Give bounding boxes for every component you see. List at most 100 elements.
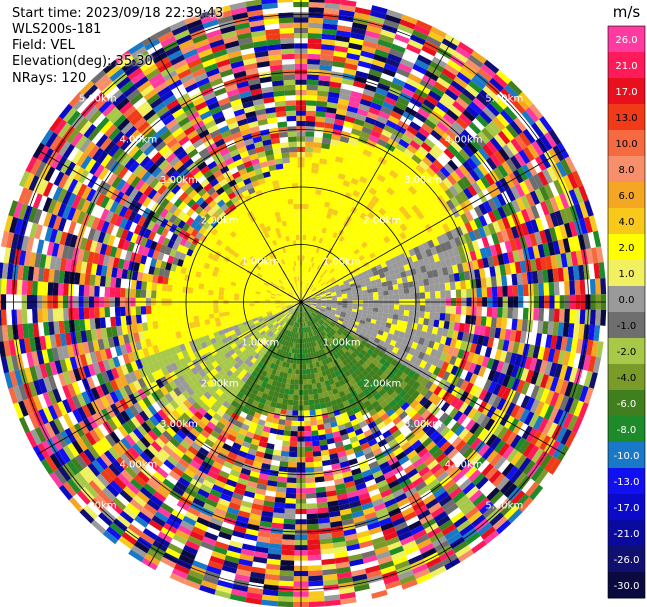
velocity-gate <box>504 263 512 275</box>
velocity-gate <box>417 146 429 157</box>
velocity-gate <box>442 250 450 260</box>
velocity-gate <box>292 405 299 411</box>
velocity-gate <box>401 87 415 98</box>
velocity-gate <box>342 244 349 251</box>
velocity-gate <box>321 38 336 46</box>
velocity-gate <box>372 291 379 297</box>
velocity-gate <box>481 127 494 141</box>
velocity-gate <box>428 318 435 327</box>
velocity-gate <box>492 73 508 88</box>
velocity-gate <box>397 196 407 206</box>
velocity-gate <box>323 174 332 182</box>
velocity-gate <box>364 144 375 153</box>
velocity-gate <box>320 232 326 239</box>
velocity-gate <box>301 291 303 297</box>
velocity-gate <box>314 476 325 483</box>
velocity-gate <box>328 253 334 260</box>
velocity-gate <box>330 214 337 221</box>
velocity-gate <box>367 272 375 278</box>
velocity-gate <box>316 95 328 102</box>
velocity-gate <box>432 253 440 263</box>
velocity-gate <box>337 98 350 106</box>
velocity-gate <box>422 99 436 111</box>
velocity-gate <box>356 251 363 258</box>
velocity-gate <box>445 290 451 299</box>
velocity-gate <box>405 242 414 251</box>
velocity-gate <box>363 196 372 204</box>
velocity-gate <box>428 211 438 221</box>
velocity-gate <box>402 315 409 322</box>
velocity-gate <box>308 266 312 273</box>
velocity-gate <box>332 220 339 228</box>
velocity-gate <box>387 115 400 125</box>
velocity-gate <box>302 374 308 380</box>
velocity-gate <box>430 85 445 98</box>
velocity-gate <box>311 240 316 247</box>
velocity-gate <box>304 446 313 452</box>
velocity-gate <box>322 179 330 187</box>
velocity-gate <box>326 296 332 299</box>
velocity-gate <box>332 271 338 277</box>
velocity-gate <box>302 245 306 251</box>
velocity-gate <box>509 120 523 135</box>
velocity-gate <box>368 68 383 78</box>
velocity-gate <box>348 243 355 250</box>
velocity-gate <box>419 235 428 245</box>
velocity-gate <box>545 255 553 270</box>
velocity-gate <box>316 231 322 238</box>
velocity-gate <box>350 90 363 99</box>
velocity-gate <box>470 279 477 289</box>
velocity-gate <box>543 282 550 296</box>
velocity-gate <box>307 64 320 70</box>
velocity-gate <box>347 249 354 256</box>
velocity-gate <box>476 238 485 250</box>
velocity-gate <box>288 461 297 468</box>
velocity-gate <box>323 287 329 291</box>
velocity-gate <box>301 276 303 282</box>
velocity-gate <box>330 225 337 232</box>
velocity-gate <box>375 278 382 284</box>
velocity-gate <box>419 285 425 293</box>
velocity-gate <box>401 245 409 253</box>
velocity-gate <box>516 273 523 285</box>
velocity-gate <box>360 282 367 288</box>
velocity-gate <box>325 196 332 203</box>
velocity-gate <box>554 195 565 211</box>
velocity-gate <box>310 294 315 298</box>
velocity-gate <box>325 272 331 278</box>
velocity-gate <box>397 23 414 35</box>
velocity-gate <box>307 560 322 566</box>
velocity-gate <box>318 254 324 260</box>
velocity-gate <box>318 287 324 292</box>
velocity-gate <box>371 97 385 106</box>
velocity-gate <box>289 441 298 447</box>
velocity-gate <box>501 275 508 287</box>
velocity-gate <box>425 248 433 258</box>
velocity-gate <box>354 185 363 193</box>
velocity-gate <box>450 289 457 299</box>
velocity-gate <box>430 246 438 256</box>
velocity-gate <box>396 96 410 107</box>
velocity-gate <box>458 190 469 202</box>
velocity-gate <box>280 408 287 415</box>
velocity-gate <box>344 62 358 71</box>
velocity-gate <box>518 131 532 147</box>
velocity-gate <box>313 281 318 287</box>
velocity-gate <box>367 241 375 249</box>
velocity-gate <box>316 259 322 265</box>
velocity-gate <box>327 154 336 162</box>
velocity-gate <box>373 260 381 267</box>
velocity-gate <box>327 96 339 104</box>
velocity-gate <box>338 141 348 149</box>
velocity-gate <box>559 281 565 296</box>
velocity-gate <box>368 226 377 235</box>
velocity-gate <box>317 168 326 175</box>
velocity-gate <box>540 201 550 216</box>
velocity-gate <box>515 197 526 211</box>
velocity-gate <box>326 159 335 167</box>
velocity-gate <box>322 262 328 268</box>
velocity-gate <box>307 549 321 556</box>
velocity-gate <box>398 138 410 149</box>
velocity-gate <box>510 226 520 239</box>
